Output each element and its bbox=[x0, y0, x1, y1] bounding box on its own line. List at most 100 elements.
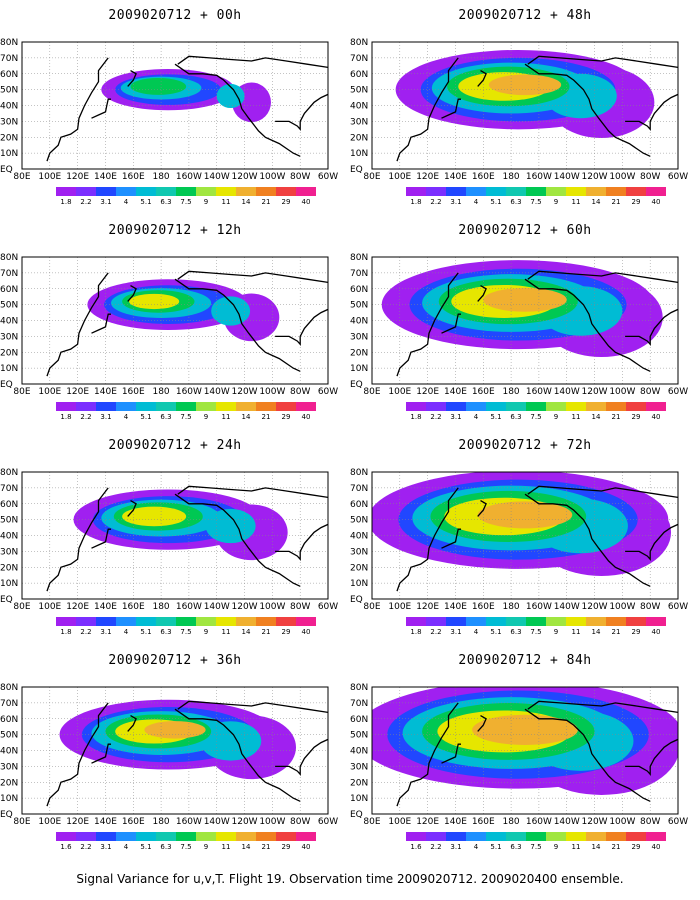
colorbar-tick-label: 14 bbox=[242, 628, 251, 636]
colorbar-tick-label: 21 bbox=[612, 628, 621, 636]
colorbar-swatch bbox=[426, 187, 446, 196]
colorbar-tick-label: 14 bbox=[592, 628, 601, 636]
lon-tick-label: 100E bbox=[388, 817, 411, 827]
lat-tick-label: 70N bbox=[350, 699, 368, 709]
coastline bbox=[625, 523, 678, 562]
lon-tick-label: 140W bbox=[554, 172, 580, 182]
colorbar-swatch bbox=[276, 832, 296, 841]
colorbar-swatch bbox=[296, 187, 316, 196]
colorbar-tick-label: 21 bbox=[262, 843, 271, 851]
lon-tick-label: 100W bbox=[259, 172, 285, 182]
colorbar-swatch bbox=[506, 402, 526, 411]
colorbar-swatch bbox=[426, 617, 446, 626]
colorbar-swatch bbox=[116, 187, 136, 196]
colorbar-tick-label: 3.1 bbox=[450, 198, 461, 206]
lat-tick-label: 80N bbox=[350, 468, 368, 478]
colorbar-swatch bbox=[96, 617, 116, 626]
colorbar-swatch bbox=[236, 832, 256, 841]
lon-tick-label: 80E bbox=[363, 172, 380, 182]
colorbar-tick-label: 6.3 bbox=[510, 198, 521, 206]
colorbar-tick-label: 29 bbox=[632, 628, 641, 636]
colorbar-swatch bbox=[296, 617, 316, 626]
variance-contour bbox=[488, 74, 562, 96]
lat-tick-label: EQ bbox=[0, 165, 13, 175]
coastline bbox=[46, 487, 109, 592]
colorbar-swatch bbox=[506, 617, 526, 626]
lon-tick-label: 180 bbox=[152, 387, 169, 397]
lon-tick-label: 80E bbox=[13, 387, 30, 397]
colorbar-tick-label: 21 bbox=[612, 413, 621, 421]
lon-tick-label: 120W bbox=[232, 602, 258, 612]
variance-contour bbox=[216, 83, 245, 109]
colorbar-tick-label: 3.1 bbox=[100, 843, 111, 851]
lat-tick-label: 40N bbox=[350, 102, 368, 112]
lon-tick-label: 80W bbox=[290, 387, 310, 397]
lat-tick-label: 50N bbox=[350, 301, 368, 311]
lat-tick-label: 20N bbox=[0, 133, 18, 143]
colorbar-swatch bbox=[256, 617, 276, 626]
colorbar-swatch bbox=[486, 832, 506, 841]
panel-title: 2009020712 + 00h bbox=[108, 8, 242, 23]
lon-tick-label: 160E bbox=[472, 172, 495, 182]
variance-contour bbox=[477, 501, 573, 529]
colorbar-tick-label: 4 bbox=[474, 413, 479, 421]
lon-tick-label: 120W bbox=[582, 172, 608, 182]
lat-tick-label: 10N bbox=[0, 794, 18, 804]
colorbar-tick-label: 9 bbox=[204, 843, 208, 851]
lon-tick-label: 80W bbox=[640, 602, 660, 612]
colorbar-tick-label: 3.1 bbox=[450, 628, 461, 636]
lat-tick-label: 60N bbox=[0, 715, 18, 725]
lon-tick-label: 180 bbox=[502, 387, 519, 397]
colorbar-swatch bbox=[56, 187, 76, 196]
colorbar-tick-label: 5.1 bbox=[140, 413, 151, 421]
colorbar-swatch bbox=[506, 187, 526, 196]
variance-contour bbox=[200, 721, 262, 761]
lat-tick-label: 60N bbox=[0, 285, 18, 295]
lat-tick-label: 10N bbox=[0, 364, 18, 374]
colorbar-tick-label: 3.1 bbox=[100, 628, 111, 636]
variance-contour bbox=[483, 287, 567, 312]
colorbar-tick-label: 9 bbox=[204, 413, 208, 421]
colorbar-tick-label: 40 bbox=[652, 628, 661, 636]
lat-tick-label: 20N bbox=[0, 778, 18, 788]
coastline bbox=[127, 500, 137, 517]
colorbar-tick-label: 5.1 bbox=[490, 413, 501, 421]
lon-tick-label: 160W bbox=[526, 172, 552, 182]
lat-tick-label: 20N bbox=[0, 348, 18, 358]
lon-tick-label: 160E bbox=[472, 387, 495, 397]
lon-tick-label: 100W bbox=[609, 817, 635, 827]
lon-tick-label: 160E bbox=[472, 817, 495, 827]
colorbar-swatch bbox=[626, 832, 646, 841]
coastline bbox=[396, 702, 459, 807]
colorbar-tick-label: 11 bbox=[222, 198, 231, 206]
lon-tick-label: 140E bbox=[444, 387, 467, 397]
lon-tick-label: 100E bbox=[38, 602, 61, 612]
colorbar-tick-label: 29 bbox=[282, 198, 291, 206]
colorbar-swatch bbox=[446, 402, 466, 411]
colorbar-tick-label: 14 bbox=[592, 843, 601, 851]
colorbar-swatch bbox=[196, 187, 216, 196]
colorbar-swatch bbox=[606, 832, 626, 841]
lon-tick-label: 120W bbox=[582, 387, 608, 397]
lat-tick-label: 80N bbox=[350, 253, 368, 263]
colorbar-tick-label: 6.3 bbox=[160, 198, 171, 206]
colorbar-swatch bbox=[236, 187, 256, 196]
colorbar-tick-label: 11 bbox=[572, 628, 581, 636]
lat-tick-label: 10N bbox=[350, 149, 368, 159]
coastline bbox=[127, 70, 137, 87]
lon-tick-label: 120E bbox=[416, 172, 439, 182]
colorbar-tick-label: 3.1 bbox=[100, 413, 111, 421]
colorbar-swatch bbox=[526, 187, 546, 196]
coastline bbox=[46, 57, 109, 162]
lat-tick-label: 70N bbox=[350, 484, 368, 494]
coastline bbox=[441, 528, 461, 549]
colorbar-swatch bbox=[566, 832, 586, 841]
coastline bbox=[477, 285, 487, 302]
lon-tick-label: 100E bbox=[38, 172, 61, 182]
lat-tick-label: 20N bbox=[350, 348, 368, 358]
lat-tick-label: 10N bbox=[350, 794, 368, 804]
colorbar-swatch bbox=[216, 617, 236, 626]
colorbar-tick-label: 7.5 bbox=[530, 198, 541, 206]
colorbar-swatch bbox=[56, 832, 76, 841]
